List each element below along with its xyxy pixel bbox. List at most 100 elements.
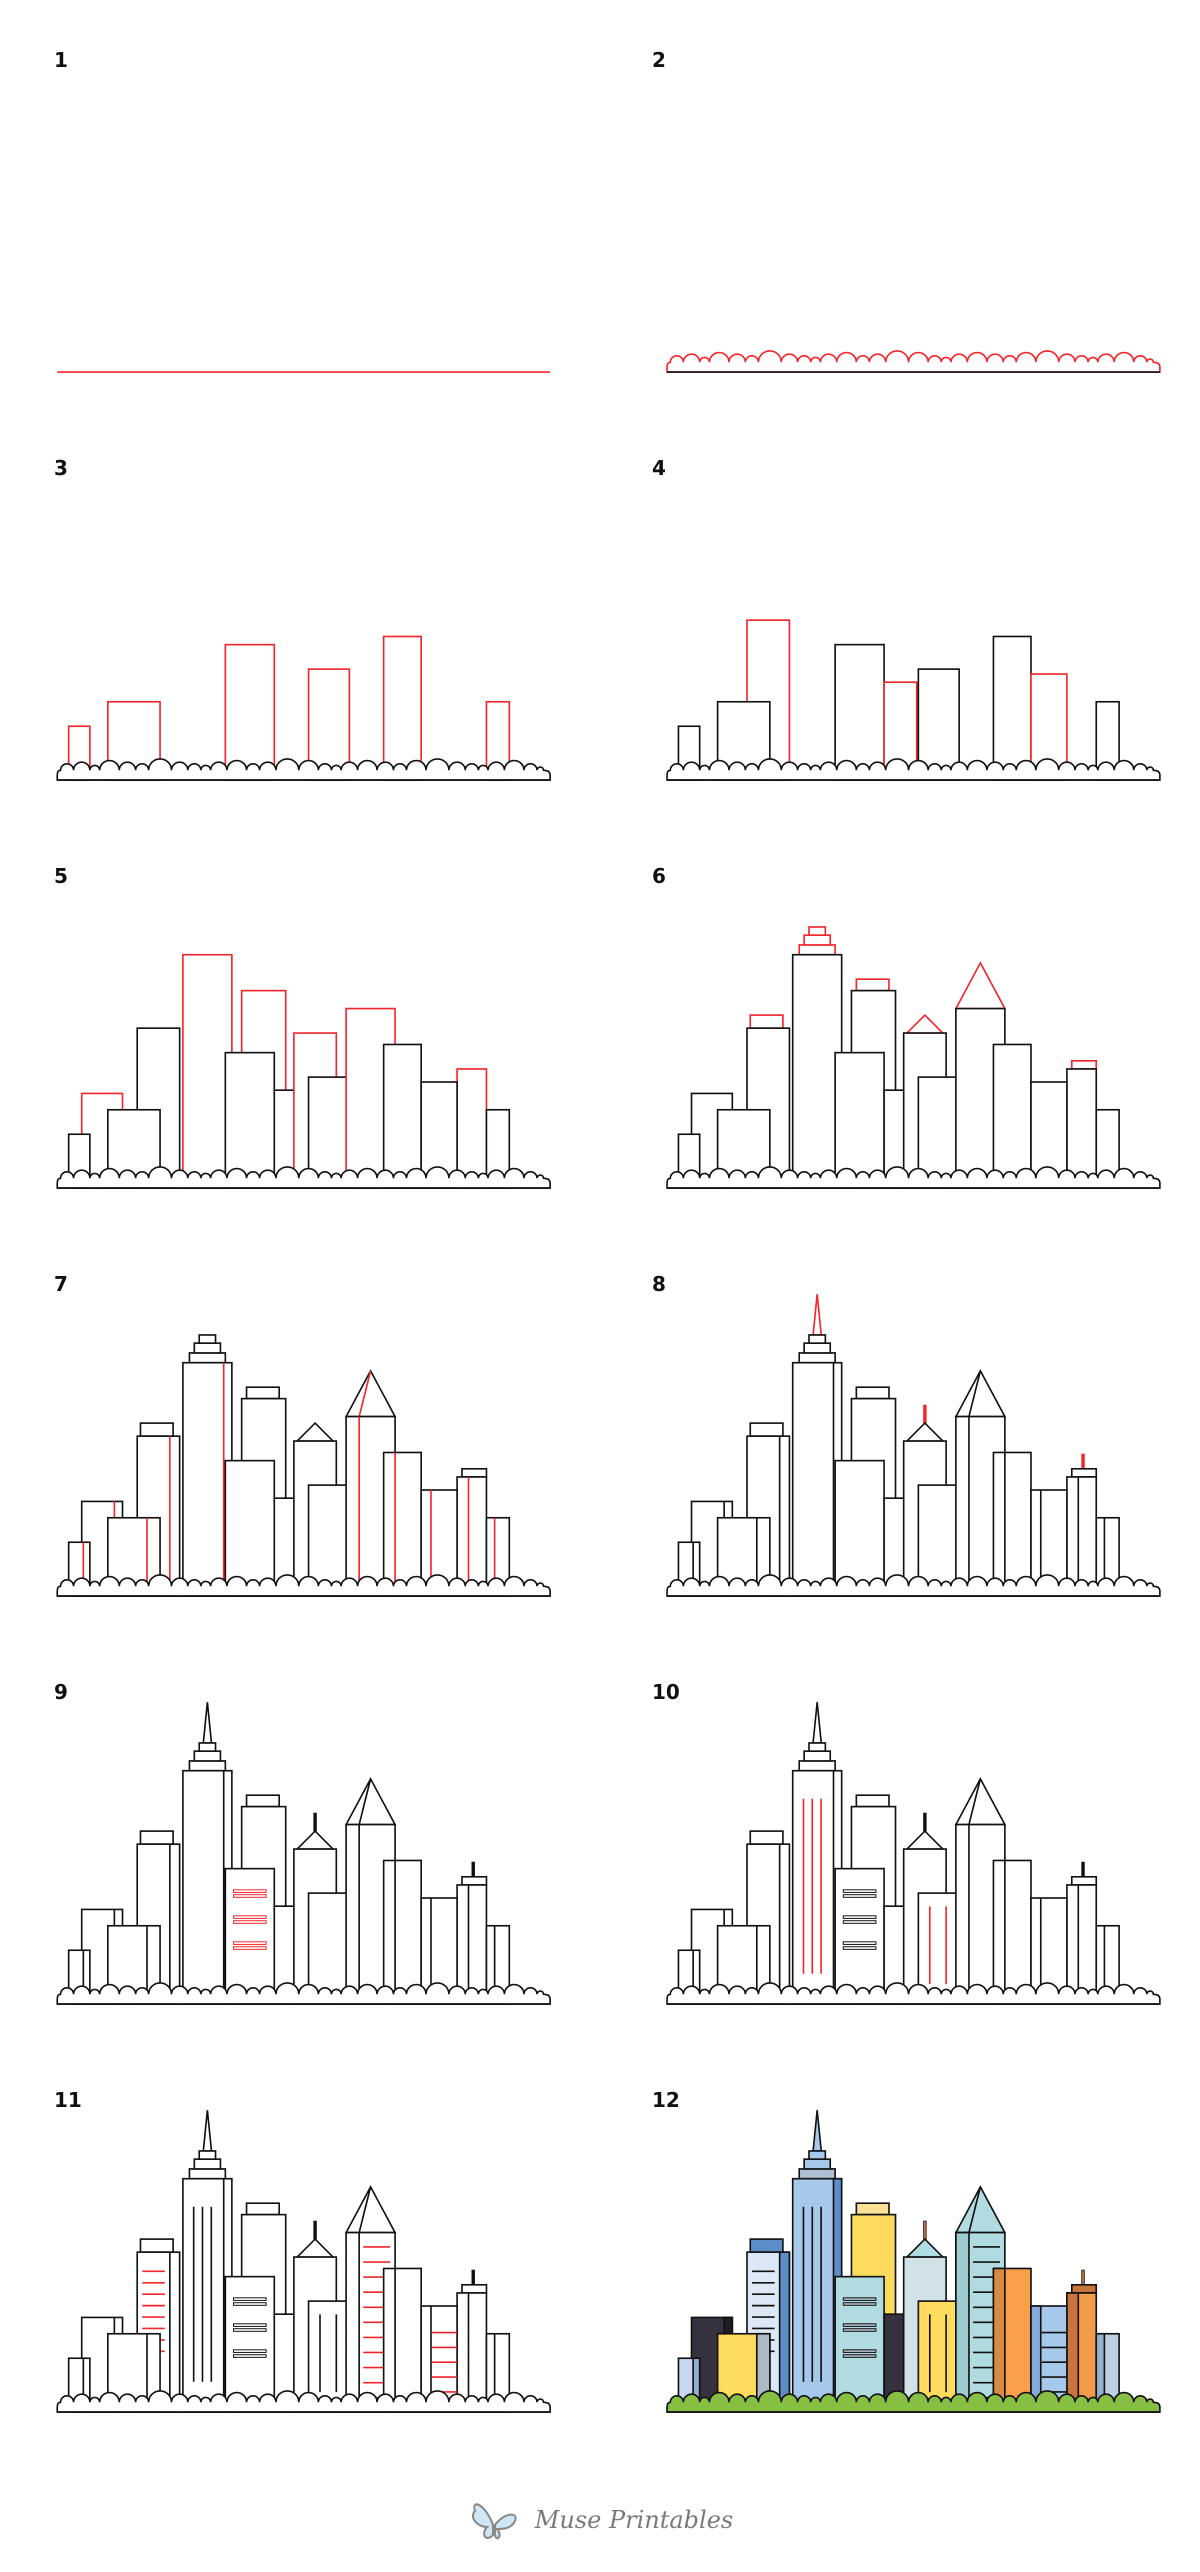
- building-body: [224, 643, 276, 781]
- building-body: [917, 668, 960, 781]
- building-body: [456, 1068, 488, 1189]
- building-body: [834, 1051, 885, 1189]
- roof-cap: [245, 2202, 281, 2216]
- building-b7: [224, 1051, 276, 1189]
- roof-edge: [968, 1370, 982, 1417]
- building-body: [382, 1451, 422, 1597]
- building-body: [834, 2275, 885, 2413]
- skyline-drawing: [666, 350, 1161, 373]
- building-body: [992, 1043, 1032, 1189]
- roof-cap: [188, 1352, 227, 1364]
- building-b12: [992, 1451, 1032, 1597]
- building-body: [307, 1076, 351, 1189]
- skyline-drawing: [56, 2110, 551, 2413]
- window-bar: [842, 1920, 877, 1924]
- building-b7: [224, 1459, 276, 1597]
- pyramid-roof: [344, 1369, 397, 1418]
- building-body: [992, 1859, 1032, 2005]
- building-b15: [485, 1924, 511, 2005]
- building-body: [307, 2300, 351, 2413]
- building-b12: [992, 2267, 1032, 2413]
- roof: [904, 2237, 945, 2258]
- spire: [812, 1702, 823, 1744]
- roof-cap: [139, 2238, 174, 2253]
- roof-cap: [1070, 2283, 1098, 2294]
- bushes: [666, 1574, 1161, 1597]
- roof-cap: [855, 978, 890, 992]
- step-panel: 8: [600, 1224, 1200, 1632]
- roof-cap: [855, 1794, 890, 1808]
- roof-cap: [461, 1875, 488, 1886]
- building-body: [917, 1892, 960, 2005]
- building-b5: [182, 1334, 233, 1597]
- spire: [812, 1294, 823, 1336]
- window-bar: [842, 2328, 877, 2332]
- step-number: 10: [652, 1680, 680, 1704]
- spire: [812, 2110, 823, 2152]
- roof-cap: [245, 1794, 281, 1808]
- roof-cap: [749, 1830, 784, 1845]
- roof-cap: [245, 1386, 281, 1400]
- building-b12: [992, 1859, 1032, 2005]
- roof: [904, 1013, 945, 1034]
- step-illustration: [666, 1702, 1161, 2005]
- step-panel: 2: [600, 0, 1200, 408]
- building-b12: [992, 1043, 1032, 1189]
- logo: Muse Printables: [0, 2490, 1200, 2550]
- window-bar: [842, 2354, 877, 2358]
- step-illustration: [666, 926, 1161, 1189]
- building-b7: [834, 1051, 885, 1189]
- window-bar: [233, 2297, 267, 2301]
- window-bar: [842, 1915, 877, 1919]
- window-bar: [233, 1889, 267, 1893]
- step-number: 4: [652, 456, 666, 480]
- window-bar: [233, 2302, 267, 2306]
- roof-cap: [803, 1342, 832, 1354]
- step-number: 8: [652, 1272, 666, 1296]
- building-b14: [456, 1467, 488, 1597]
- bushes: [666, 350, 1161, 373]
- pyramid-roof: [344, 2185, 397, 2234]
- step-panel: 5: [0, 816, 600, 1224]
- building-body: [834, 1459, 885, 1597]
- roof: [295, 1829, 336, 1850]
- step-illustration: [666, 350, 1161, 373]
- roof-cap: [198, 1334, 217, 1344]
- bushes: [56, 1982, 551, 2005]
- skyline-drawing: [56, 1702, 551, 2005]
- bushes: [56, 2390, 551, 2413]
- building-body: [1066, 1476, 1098, 1597]
- roof-cap: [1070, 1875, 1098, 1886]
- building-b11: [344, 1369, 397, 1597]
- step-illustration: [56, 1702, 551, 2005]
- building-body: [992, 1451, 1032, 1597]
- building-body: [382, 635, 422, 781]
- skyline-drawing: [666, 1702, 1161, 2005]
- building-b14: [1066, 1861, 1098, 2005]
- building-b13: [420, 1897, 458, 2005]
- building-b10: [307, 1892, 351, 2005]
- bushes: [56, 1166, 551, 1189]
- bushes: [666, 758, 1161, 781]
- butterfly-icon: [471, 2503, 517, 2540]
- building-body: [382, 1859, 422, 2005]
- building-b12: [992, 635, 1032, 781]
- roof-cap: [193, 1750, 222, 1762]
- building-b14: [456, 1861, 488, 2005]
- roof-cap: [749, 1014, 784, 1029]
- building-body: [456, 1884, 488, 2005]
- roof-cap: [749, 1422, 784, 1437]
- building-body: [992, 635, 1032, 781]
- building-b14: [1066, 2269, 1098, 2413]
- window-bar: [233, 2349, 267, 2353]
- window-bar: [842, 1889, 877, 1893]
- roof-cap: [808, 1334, 827, 1344]
- bushes: [666, 1166, 1161, 1189]
- step-number: 9: [54, 1680, 68, 1704]
- window-bar: [233, 1915, 267, 1919]
- window-bar: [842, 1946, 877, 1950]
- step-panel: 10: [600, 1632, 1200, 2040]
- building-body: [834, 1867, 885, 2005]
- building-body: [224, 1051, 276, 1189]
- roof-cap: [855, 1386, 890, 1400]
